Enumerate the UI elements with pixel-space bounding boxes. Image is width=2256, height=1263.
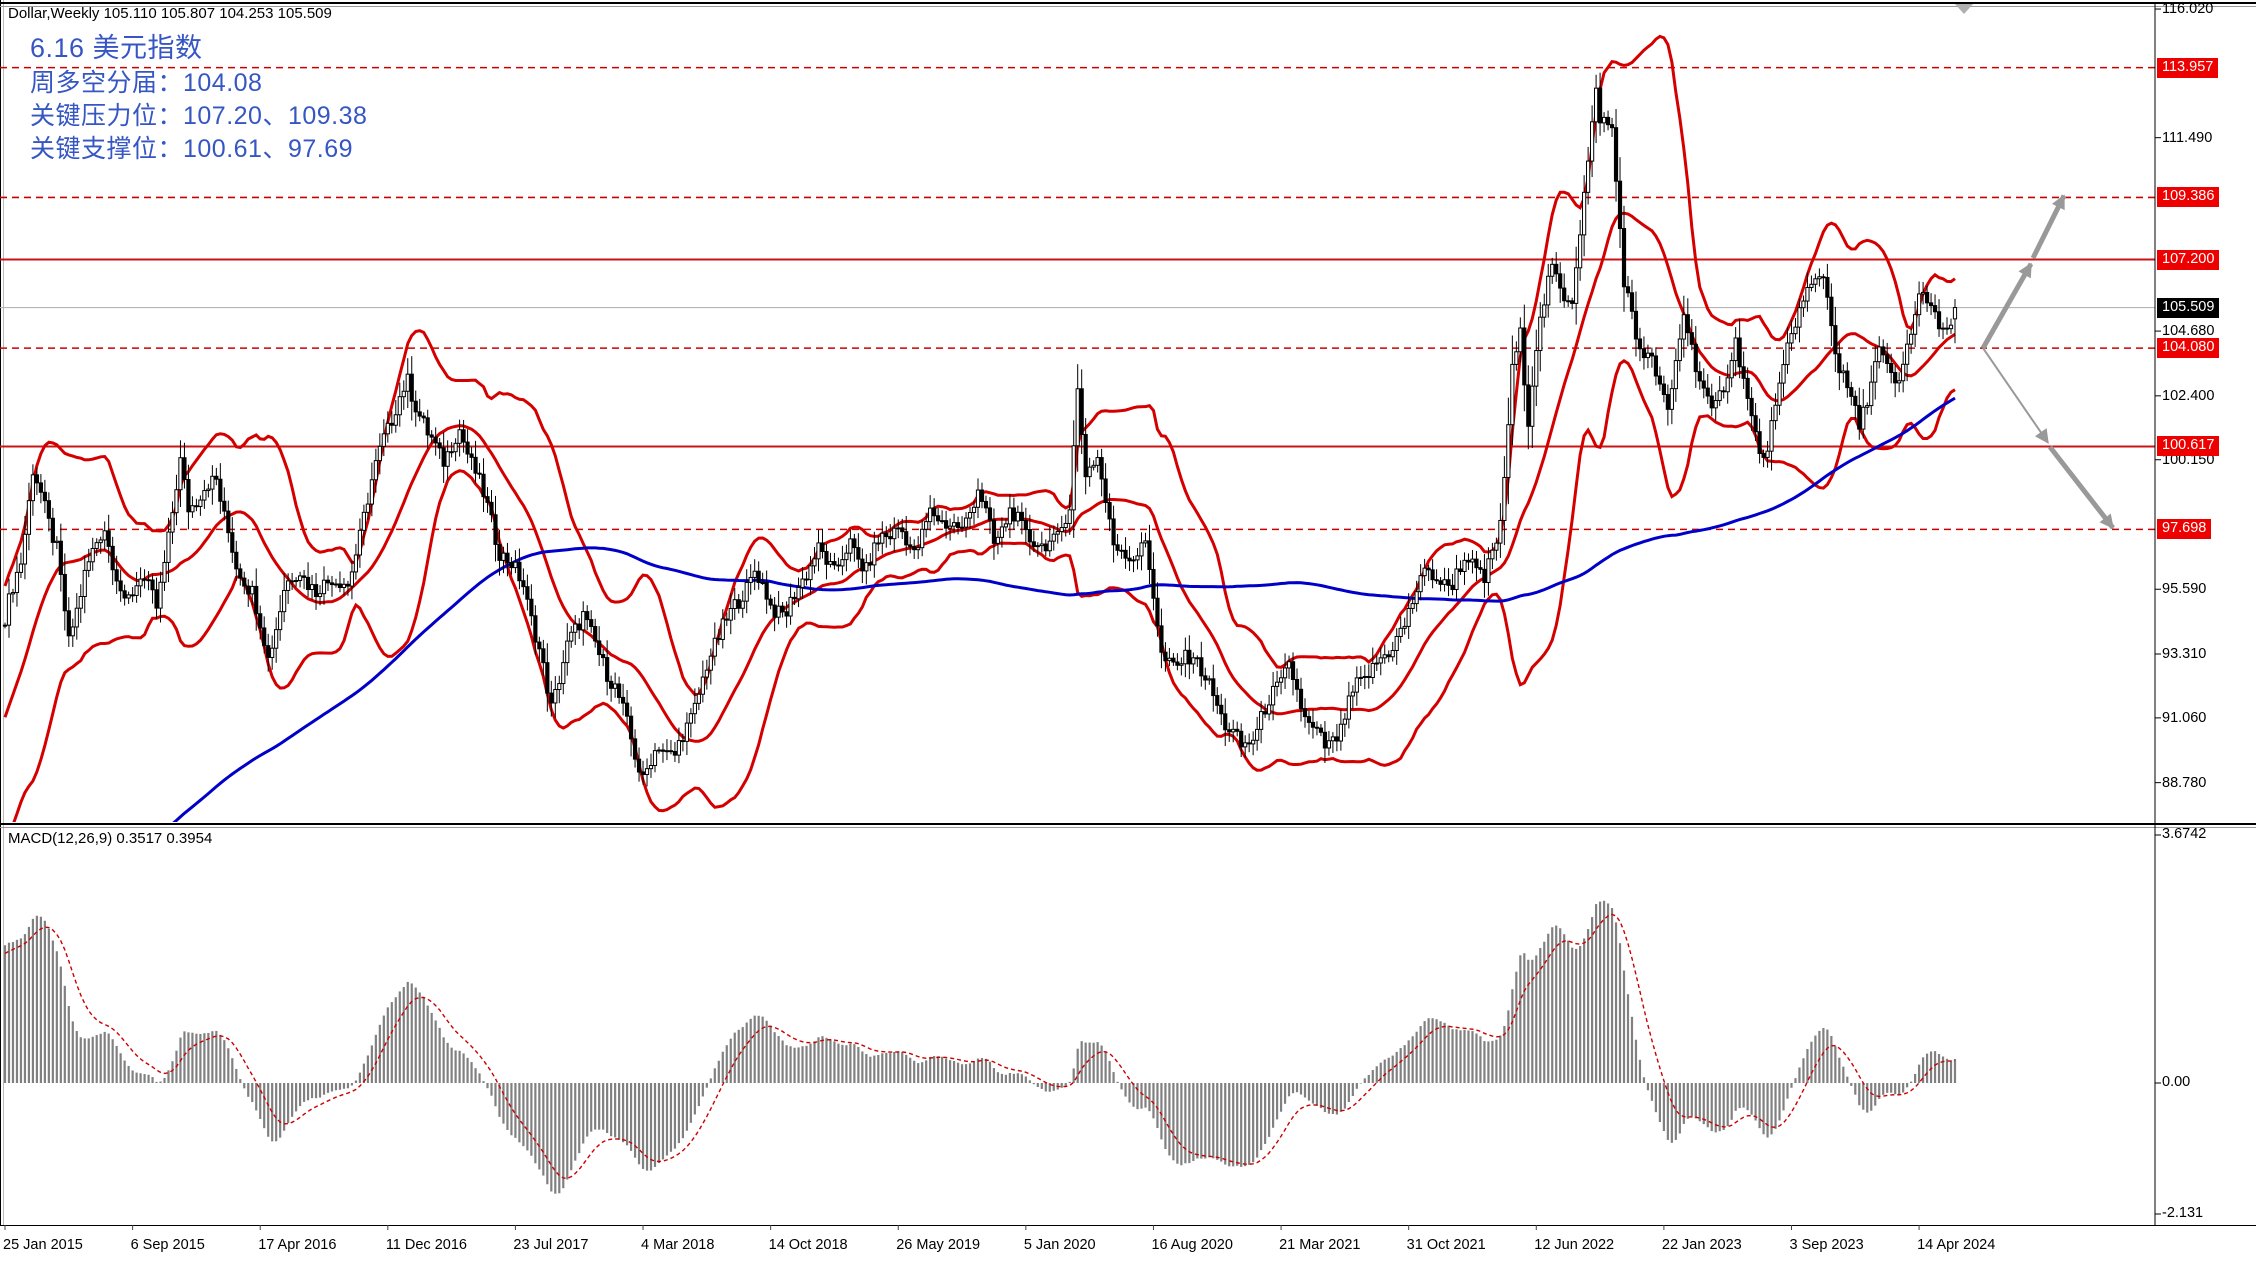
- long-ma-line: [172, 396, 1956, 822]
- price-axis-tick: 93.310: [2162, 645, 2207, 662]
- analysis-title: 6.16 美元指数: [30, 33, 203, 63]
- pane-separator[interactable]: [0, 823, 2256, 825]
- price-axis-tick: 88.780: [2162, 774, 2207, 791]
- level-price-tag: 100.617: [2157, 436, 2220, 457]
- level-price-tag: 104.080: [2157, 338, 2220, 359]
- level-price-tag: 113.957: [2157, 57, 2219, 78]
- macd-axis-tick: -2.131: [2162, 1205, 2204, 1221]
- top-border: [0, 2, 2256, 4]
- bottom-border: [0, 1225, 2256, 1226]
- chart-shift-marker-icon[interactable]: [1955, 4, 1973, 14]
- level-price-tag: 107.200: [2157, 249, 2220, 270]
- date-axis-label: 31 Oct 2021: [1406, 1237, 1486, 1253]
- date-axis-label: 14 Oct 2018: [768, 1237, 848, 1253]
- macd-pane[interactable]: [3, 900, 1957, 1194]
- candles-layer: [2, 72, 1958, 787]
- level-price-tag: 109.386: [2157, 187, 2220, 208]
- date-axis-label: 14 Apr 2024: [1917, 1237, 1996, 1253]
- date-axis-label: 23 Jul 2017: [513, 1237, 589, 1253]
- date-axis-label: 6 Sep 2015: [130, 1237, 205, 1253]
- date-axis-label: 17 Apr 2016: [258, 1237, 337, 1253]
- axis-layer: [4, 3, 2161, 1230]
- price-axis-tick: 111.490: [2162, 129, 2213, 146]
- current-price-tag: 105.509: [2157, 297, 2220, 318]
- left-border-inner: [3, 0, 4, 1225]
- date-axis-label: 5 Jan 2020: [1023, 1237, 1096, 1253]
- bollinger-lower-band: [12, 358, 1956, 822]
- date-axis-label: 22 Jan 2023: [1661, 1237, 1742, 1253]
- price-axis-tick: 95.590: [2162, 581, 2207, 598]
- price-axis-tick: 102.400: [2162, 387, 2215, 404]
- date-axis-label: 16 Aug 2020: [1151, 1237, 1233, 1253]
- bollinger-middle-band: [3, 211, 1956, 743]
- projection-arrows[interactable]: [1980, 194, 2115, 530]
- price-axis-tick: 116.020: [2162, 1, 2214, 18]
- level-price-tag: 97.698: [2157, 519, 2212, 540]
- date-axis-label: 11 Dec 2016: [385, 1237, 467, 1253]
- macd-indicator-label: MACD(12,26,9) 0.3517 0.3954: [8, 830, 213, 847]
- price-axis-tick: 104.680: [2162, 323, 2215, 340]
- analysis-pivot-line: 周多空分届：104.08: [30, 69, 263, 97]
- macd-axis-tick: 3.6742: [2162, 826, 2207, 842]
- macd-signal-line: [4, 913, 1956, 1180]
- price-pane[interactable]: [2, 34, 1958, 948]
- date-axis-label: 12 Jun 2022: [1534, 1237, 1615, 1253]
- pane-separator-inner: [0, 827, 2256, 828]
- date-axis-label: 3 Sep 2023: [1789, 1237, 1864, 1253]
- price-axis-tick: 91.060: [2162, 709, 2207, 726]
- analysis-resistance-line: 关键压力位：107.20、109.38: [30, 102, 368, 130]
- date-axis-label: 26 May 2019: [896, 1237, 981, 1253]
- top-border-inner: [0, 6, 2256, 7]
- date-axis-label: 25 Jan 2015: [3, 1237, 83, 1253]
- macd-histogram: [3, 900, 1957, 1194]
- macd-axis-tick: 0.00: [2162, 1074, 2191, 1090]
- symbol-ohlc-readout: Dollar,Weekly 105.110 105.807 104.253 10…: [8, 5, 332, 22]
- analysis-support-line: 关键支撑位：100.61、97.69: [30, 135, 354, 163]
- left-border: [0, 0, 1, 1225]
- date-axis-label: 4 Mar 2018: [641, 1237, 715, 1253]
- date-axis-label: 21 Mar 2021: [1279, 1237, 1361, 1253]
